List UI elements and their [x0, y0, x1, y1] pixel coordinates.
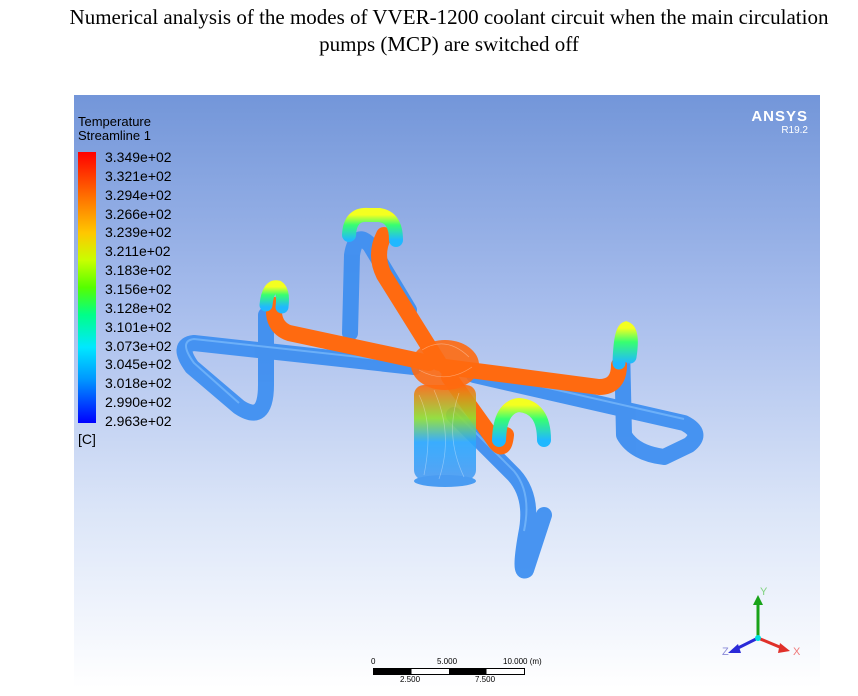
legend-tick: 3.073e+02 [105, 338, 172, 354]
cfd-viewport[interactable]: Temperature Streamline 1 3.349e+02 3.321… [74, 95, 820, 688]
sg-loop-4 [492, 397, 551, 447]
streamline-render [176, 207, 704, 579]
x-axis-label: X [793, 646, 801, 658]
ansys-version: R19.2 [781, 125, 808, 136]
scale-label: 7.500 [475, 675, 496, 684]
legend-tick: 2.963e+02 [105, 413, 172, 429]
sg-loop-1 [342, 207, 403, 247]
y-axis-label: Y [760, 586, 768, 598]
scale-bar: 0 5.000 10.000 (m) 2.500 7.500 [371, 653, 542, 684]
legend-header: Temperature Streamline 1 [78, 115, 151, 143]
legend-tick: 3.156e+02 [105, 281, 172, 297]
legend-tick: 2.990e+02 [105, 394, 172, 410]
legend-tick: 3.239e+02 [105, 224, 172, 240]
legend-tick: 3.101e+02 [105, 319, 172, 335]
z-axis-label: Z [722, 646, 729, 658]
legend-tick: 3.128e+02 [105, 300, 172, 316]
x-axis-arrow [757, 636, 783, 650]
scale-bar-graphic [373, 668, 525, 675]
legend-tick: 3.018e+02 [105, 375, 172, 391]
axis-triad[interactable]: Y X Z [722, 583, 818, 663]
legend-tick: 3.045e+02 [105, 356, 172, 372]
reactor-vessel [414, 385, 476, 480]
legend-tick: 3.266e+02 [105, 206, 172, 222]
sg-loop-3 [612, 321, 638, 370]
legend-unit: [C] [78, 431, 96, 447]
legend-tick: 3.183e+02 [105, 262, 172, 278]
legend-tick: 3.321e+02 [105, 168, 172, 184]
ansys-logo: ANSYS R19.2 [751, 108, 808, 137]
legend-colorbar [78, 152, 96, 423]
legend-object: Streamline 1 [78, 128, 151, 143]
scale-label: 5.000 [437, 657, 458, 666]
z-axis-arrow [735, 636, 759, 651]
cold-legs [176, 231, 704, 579]
legend-variable: Temperature [78, 114, 151, 129]
ansys-brand: ANSYS [751, 108, 808, 125]
scale-label: 0 [371, 657, 376, 666]
page-title: Numerical analysis of the modes of VVER-… [69, 5, 829, 56]
triad-origin [755, 635, 761, 641]
vessel-head [411, 340, 479, 390]
scale-label: 2.500 [400, 675, 421, 684]
legend-tick: 3.349e+02 [105, 149, 172, 165]
scale-label: 10.000 (m) [503, 657, 542, 666]
legend-tick: 3.294e+02 [105, 187, 172, 203]
legend-tick: 3.211e+02 [105, 243, 171, 259]
sg-loop-2 [259, 280, 289, 314]
